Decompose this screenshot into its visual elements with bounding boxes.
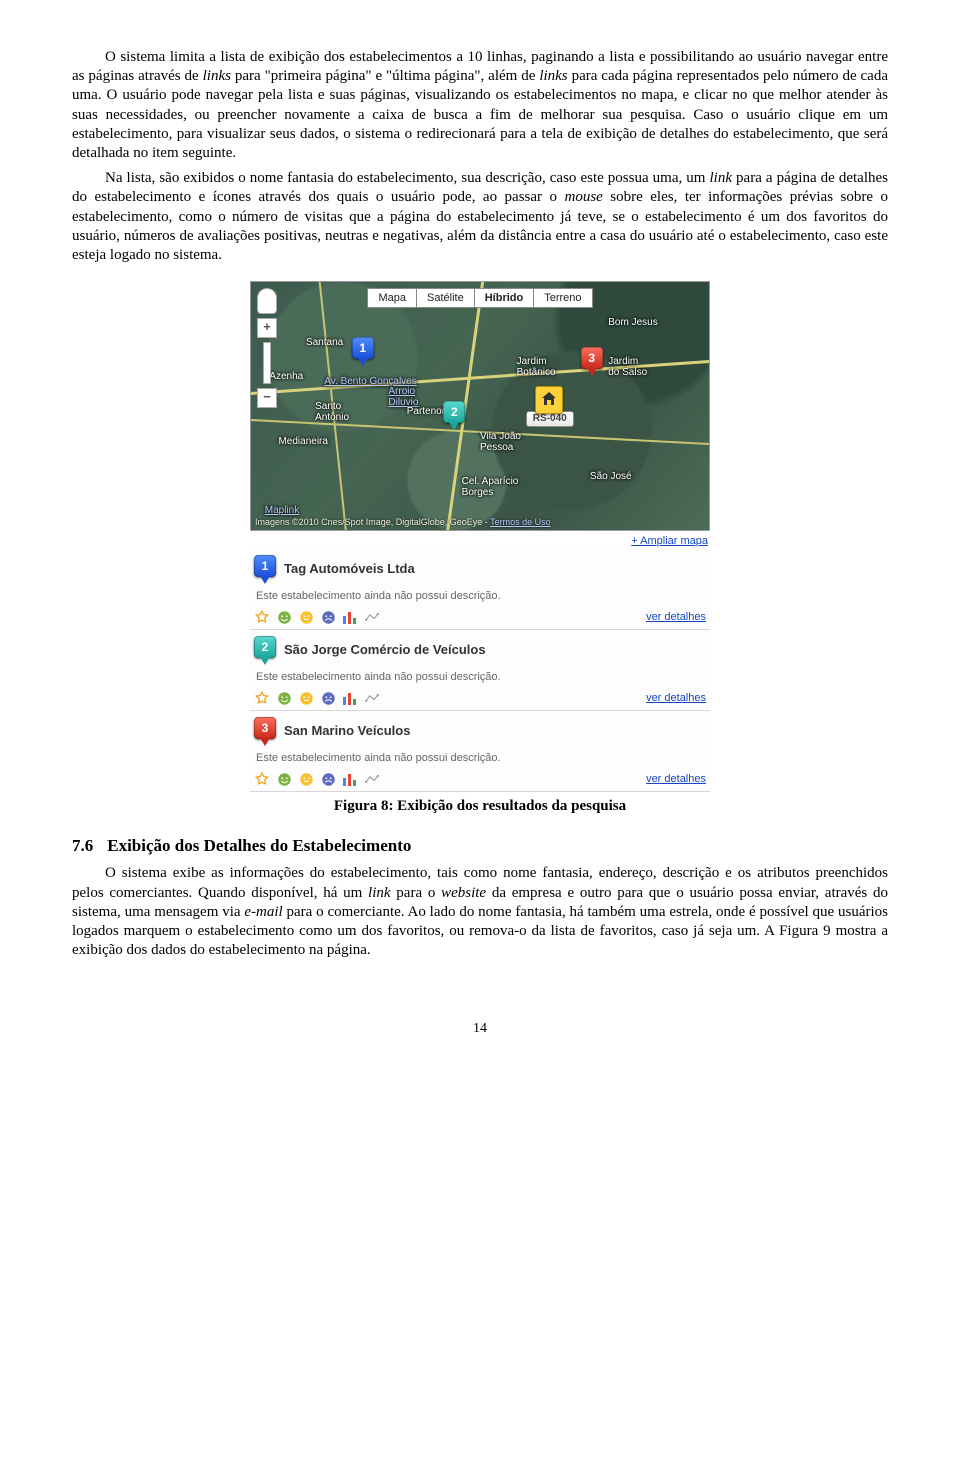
- star-icon[interactable]: [254, 609, 270, 625]
- map[interactable]: + − MapaSatéliteHíbridoTerreno ProtásioB…: [250, 281, 710, 531]
- map-attribution: Imagens ©2010 Cnes/Spot Image, DigitalGl…: [255, 517, 551, 527]
- result-item[interactable]: 1 Tag Automóveis Ltda Este estabelecimen…: [250, 549, 710, 630]
- star-icon[interactable]: [254, 771, 270, 787]
- happy-icon[interactable]: [276, 690, 292, 706]
- result-name: Tag Automóveis Ltda: [284, 561, 415, 578]
- map-place-label: Medianeira: [278, 436, 327, 447]
- map-road-label-link[interactable]: Maplink: [265, 505, 299, 516]
- home-marker-icon[interactable]: [535, 386, 563, 414]
- distance-icon[interactable]: [364, 690, 380, 706]
- distance-icon[interactable]: [364, 609, 380, 625]
- result-marker-icon: 2: [254, 636, 276, 666]
- map-marker-icon[interactable]: 2: [443, 401, 465, 431]
- map-place-label: Santana: [306, 337, 343, 348]
- happy-icon[interactable]: [276, 609, 292, 625]
- section-number: 7.6: [72, 836, 93, 855]
- result-item[interactable]: 3 San Marino Veículos Este estabelecimen…: [250, 711, 710, 792]
- map-marker-icon[interactable]: 1: [352, 337, 374, 367]
- result-details-link[interactable]: ver detalhes: [646, 611, 706, 623]
- result-details-link[interactable]: ver detalhes: [646, 692, 706, 704]
- figure-8: + − MapaSatéliteHíbridoTerreno ProtásioB…: [72, 281, 888, 817]
- result-description: Este estabelecimento ainda não possui de…: [256, 751, 706, 765]
- map-type-button[interactable]: Híbrido: [474, 288, 535, 308]
- neutral-icon[interactable]: [298, 771, 314, 787]
- star-icon[interactable]: [254, 690, 270, 706]
- map-marker-icon[interactable]: 3: [581, 347, 603, 377]
- result-description: Este estabelecimento ainda não possui de…: [256, 589, 706, 603]
- result-icon-row: [254, 771, 380, 787]
- distance-icon[interactable]: [364, 771, 380, 787]
- bars-icon[interactable]: [342, 609, 358, 625]
- page-number: 14: [72, 1020, 888, 1038]
- map-type-button[interactable]: Mapa: [367, 288, 417, 308]
- result-item[interactable]: 2 São Jorge Comércio de Veículos Este es…: [250, 630, 710, 711]
- neutral-icon[interactable]: [298, 609, 314, 625]
- result-description: Este estabelecimento ainda não possui de…: [256, 670, 706, 684]
- bars-icon[interactable]: [342, 771, 358, 787]
- map-place-label: Jardim Botânico: [517, 356, 556, 378]
- neutral-icon[interactable]: [298, 690, 314, 706]
- bars-icon[interactable]: [342, 690, 358, 706]
- result-name: São Jorge Comércio de Veículos: [284, 642, 486, 659]
- enlarge-map-row: + Ampliar mapa: [250, 535, 708, 547]
- result-marker-icon: 1: [254, 555, 276, 585]
- zoom-out-button[interactable]: −: [257, 388, 277, 408]
- results-list: 1 Tag Automóveis Ltda Este estabelecimen…: [250, 549, 710, 792]
- zoom-slider[interactable]: [263, 342, 271, 384]
- map-type-buttons: MapaSatéliteHíbridoTerreno: [251, 288, 709, 308]
- map-place-label: São José: [590, 471, 632, 482]
- map-place-label: Vila João Pessoa: [480, 431, 521, 453]
- map-type-button[interactable]: Satélite: [416, 288, 475, 308]
- section-heading: 7.6 Exibição dos Detalhes do Estabelecime…: [72, 835, 888, 857]
- map-type-button[interactable]: Terreno: [533, 288, 592, 308]
- sad-icon[interactable]: [320, 690, 336, 706]
- section-title: Exibição dos Detalhes do Estabelecimento: [107, 836, 411, 855]
- result-icon-row: [254, 609, 380, 625]
- result-marker-icon: 3: [254, 717, 276, 747]
- result-icon-row: [254, 690, 380, 706]
- map-terms-link[interactable]: Termos de Uso: [490, 517, 551, 527]
- zoom-in-button[interactable]: +: [257, 318, 277, 338]
- paragraph-3: O sistema exibe as informações do estabe…: [72, 864, 888, 960]
- sad-icon[interactable]: [320, 609, 336, 625]
- result-name: San Marino Veículos: [284, 723, 410, 740]
- sad-icon[interactable]: [320, 771, 336, 787]
- map-place-label: Partenon: [407, 406, 448, 417]
- paragraph-2: Na lista, são exibidos o nome fantasia d…: [72, 169, 888, 265]
- map-road-label-link[interactable]: Arroio Diluvio: [388, 386, 418, 408]
- result-details-link[interactable]: ver detalhes: [646, 773, 706, 785]
- figure-caption: Figura 8: Exibição dos resultados da pes…: [72, 797, 888, 816]
- map-place-label: Jardim do Salso: [608, 356, 647, 378]
- map-place-label: Bom Jesus: [608, 317, 657, 328]
- map-place-label: Santo Antônio: [315, 401, 349, 423]
- paragraph-1: O sistema limita a lista de exibição dos…: [72, 48, 888, 163]
- enlarge-map-link[interactable]: + Ampliar mapa: [631, 535, 708, 547]
- map-place-label: Cel. Aparício Borges: [462, 476, 519, 498]
- happy-icon[interactable]: [276, 771, 292, 787]
